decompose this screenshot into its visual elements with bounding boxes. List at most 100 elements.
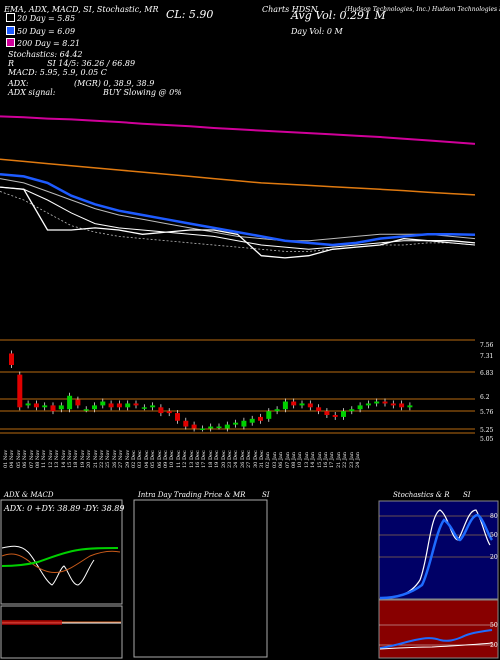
candle [374, 401, 380, 404]
candle [299, 403, 305, 406]
legend-20-label: 20 Day = 5.85 [17, 14, 76, 23]
adx-line-green [1, 547, 119, 567]
candle [316, 407, 322, 412]
buy-signal: BUY Slowing @ 0% [103, 88, 182, 97]
macd-histogram [2, 620, 62, 625]
candle [133, 403, 139, 406]
ema-100-line [0, 158, 476, 196]
si-axis-50: 50 [490, 622, 498, 629]
candle [141, 407, 147, 409]
close-price: CL: 5.90 [166, 8, 214, 21]
upper-band-line [0, 178, 476, 242]
legend-swatch-blue [6, 26, 15, 35]
candle [183, 420, 189, 427]
candle [33, 403, 39, 408]
candle [166, 411, 172, 414]
ema-200-line [0, 115, 476, 145]
candle [399, 403, 405, 408]
candle [50, 405, 56, 412]
intra-day-panel [133, 499, 268, 658]
price-tick: 7.56 [480, 342, 494, 349]
stoch-axis-80: 80 [490, 513, 498, 520]
stoch-panel [378, 500, 499, 600]
price-tick: 5.76 [480, 409, 494, 416]
candle [199, 428, 205, 430]
stoch-si-label: SI [463, 491, 471, 499]
price-tick: 6.2 [480, 394, 490, 401]
stochastics-readout: Stochastics: 64.42 [8, 50, 83, 59]
ema-20-line [0, 186, 476, 250]
candle [341, 411, 346, 417]
candle [58, 405, 64, 410]
candle [332, 415, 338, 417]
adx-line-orange [1, 550, 121, 573]
candle [349, 409, 355, 412]
si-panel [378, 599, 499, 659]
candle [224, 424, 230, 429]
si-line-blue [379, 629, 493, 649]
ma-chart [0, 115, 476, 259]
legend-50-label: 50 Day = 6.09 [17, 27, 76, 36]
legend-20-day: 20 Day = 5.85 [6, 13, 75, 23]
intra-si-label: SI [262, 491, 270, 499]
candle [9, 353, 14, 365]
candle [282, 401, 288, 410]
charts-label: Charts HDSN [262, 5, 318, 14]
stoch-d-line [379, 513, 494, 600]
candle [241, 420, 247, 427]
adx-signal-label: ADX signal: [8, 88, 56, 97]
price-tick: 5.25 [480, 427, 494, 434]
candle [67, 395, 73, 410]
intra-panel-title: Intra Day Trading Price & MR [138, 491, 246, 499]
candle [42, 405, 48, 408]
candlestick-chart [0, 339, 475, 434]
candle [125, 403, 131, 408]
si-readout: R SI 14/5: 36.26 / 66.89 [8, 59, 135, 68]
adx-panel-title: ADX & MACD [4, 491, 54, 499]
candle [324, 411, 330, 415]
mgr-readout: (MGR) 0, 38.9, 38.9 [74, 79, 155, 88]
adx-label: ADX: [8, 79, 29, 88]
price-tick: 6.83 [480, 370, 494, 377]
si-axis-20: 20 [490, 642, 498, 649]
price-tick: 5.05 [480, 436, 494, 443]
macd-panel [0, 605, 123, 659]
macd-readout: MACD: 5.95, 5.9, 0.05 C [8, 68, 107, 77]
adx-line-white [1, 545, 95, 586]
candle [274, 409, 280, 412]
candle [100, 401, 106, 406]
stoch-panel-title: Stochastics & R [393, 491, 450, 499]
candle [233, 422, 239, 425]
candle [17, 374, 23, 408]
legend-200-day: 200 Day = 8.21 [6, 38, 80, 48]
candle [191, 424, 197, 429]
ema-50-line [0, 173, 476, 247]
candle [116, 403, 122, 408]
si-line-white [379, 642, 493, 650]
legend-swatch-white [6, 13, 15, 22]
candle [357, 405, 363, 410]
legend-50-day: 50 Day = 6.09 [6, 26, 75, 36]
candle [25, 403, 31, 406]
stoch-axis-50: 50 [490, 532, 498, 539]
si-value: SI 14/5: 36.26 / 66.89 [47, 59, 136, 68]
candle [150, 405, 156, 408]
candle [291, 401, 297, 406]
candle [175, 413, 180, 421]
candle [258, 416, 263, 421]
legend-200-label: 200 Day = 8.21 [17, 39, 81, 48]
candle [382, 401, 388, 404]
legend-swatch-magenta [6, 38, 15, 47]
candle [365, 403, 371, 406]
header-indicators: EMA, ADX, MACD, SI, Stochastic, MR [4, 5, 159, 14]
candle [390, 403, 396, 406]
day-volume: Day Vol: 0 M [291, 27, 343, 36]
candle [92, 405, 97, 410]
candle [216, 426, 222, 429]
avg-volume: Avg Vol: 0.291 M [291, 9, 386, 22]
candle [407, 405, 413, 408]
candle [307, 403, 313, 408]
page-title: (Hudson Technologies, Inc.) Hudson Techn… [345, 6, 500, 13]
candle [75, 399, 81, 406]
